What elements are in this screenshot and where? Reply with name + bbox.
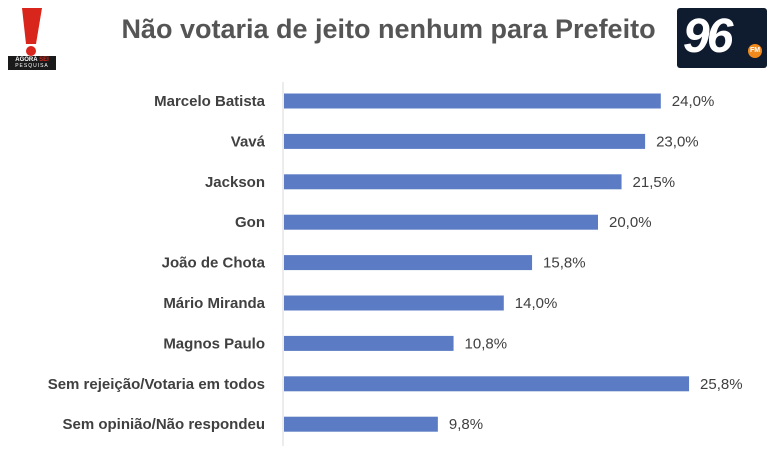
value-label: 25,8% — [700, 376, 743, 393]
category-label: Marcelo Batista — [154, 93, 266, 110]
bar — [284, 214, 598, 230]
logo-right-badge: FM — [748, 44, 762, 58]
bar — [284, 295, 504, 311]
chart-title: Não votaria de jeito nenhum para Prefeit… — [121, 14, 656, 44]
value-label: 23,0% — [656, 133, 699, 150]
agora-sei-logo: AGORA SEI PESQUISA — [8, 6, 56, 70]
category-label: Sem opinião/Não respondeu — [62, 416, 265, 433]
category-label: João de Chota — [162, 255, 266, 272]
value-label: 14,0% — [515, 295, 558, 312]
category-label: Gon — [235, 214, 265, 231]
logo-right-number: 96 — [683, 10, 733, 63]
bar — [284, 174, 622, 190]
logo-left-text-c: PESQUISA — [15, 63, 49, 69]
value-label: 15,8% — [543, 255, 586, 272]
value-label: 24,0% — [672, 93, 715, 110]
bar — [284, 376, 690, 392]
value-label: 20,0% — [609, 214, 652, 231]
value-label: 9,8% — [449, 416, 483, 433]
category-label: Magnos Paulo — [163, 335, 265, 352]
bar — [284, 133, 646, 149]
bar — [284, 416, 438, 432]
bar — [284, 255, 533, 271]
logo-left-text-b: SEI — [39, 57, 49, 63]
category-label: Jackson — [205, 174, 265, 191]
value-label: 21,5% — [633, 174, 676, 191]
category-label: Mário Miranda — [163, 295, 265, 312]
bar — [284, 335, 454, 351]
radio-96-logo: 96 FM — [677, 8, 767, 68]
bar — [284, 93, 661, 109]
category-label: Vavá — [231, 133, 266, 150]
logo-left-text-a: AGORA — [15, 57, 38, 63]
category-label: Sem rejeição/Votaria em todos — [48, 376, 265, 393]
value-label: 10,8% — [465, 335, 508, 352]
